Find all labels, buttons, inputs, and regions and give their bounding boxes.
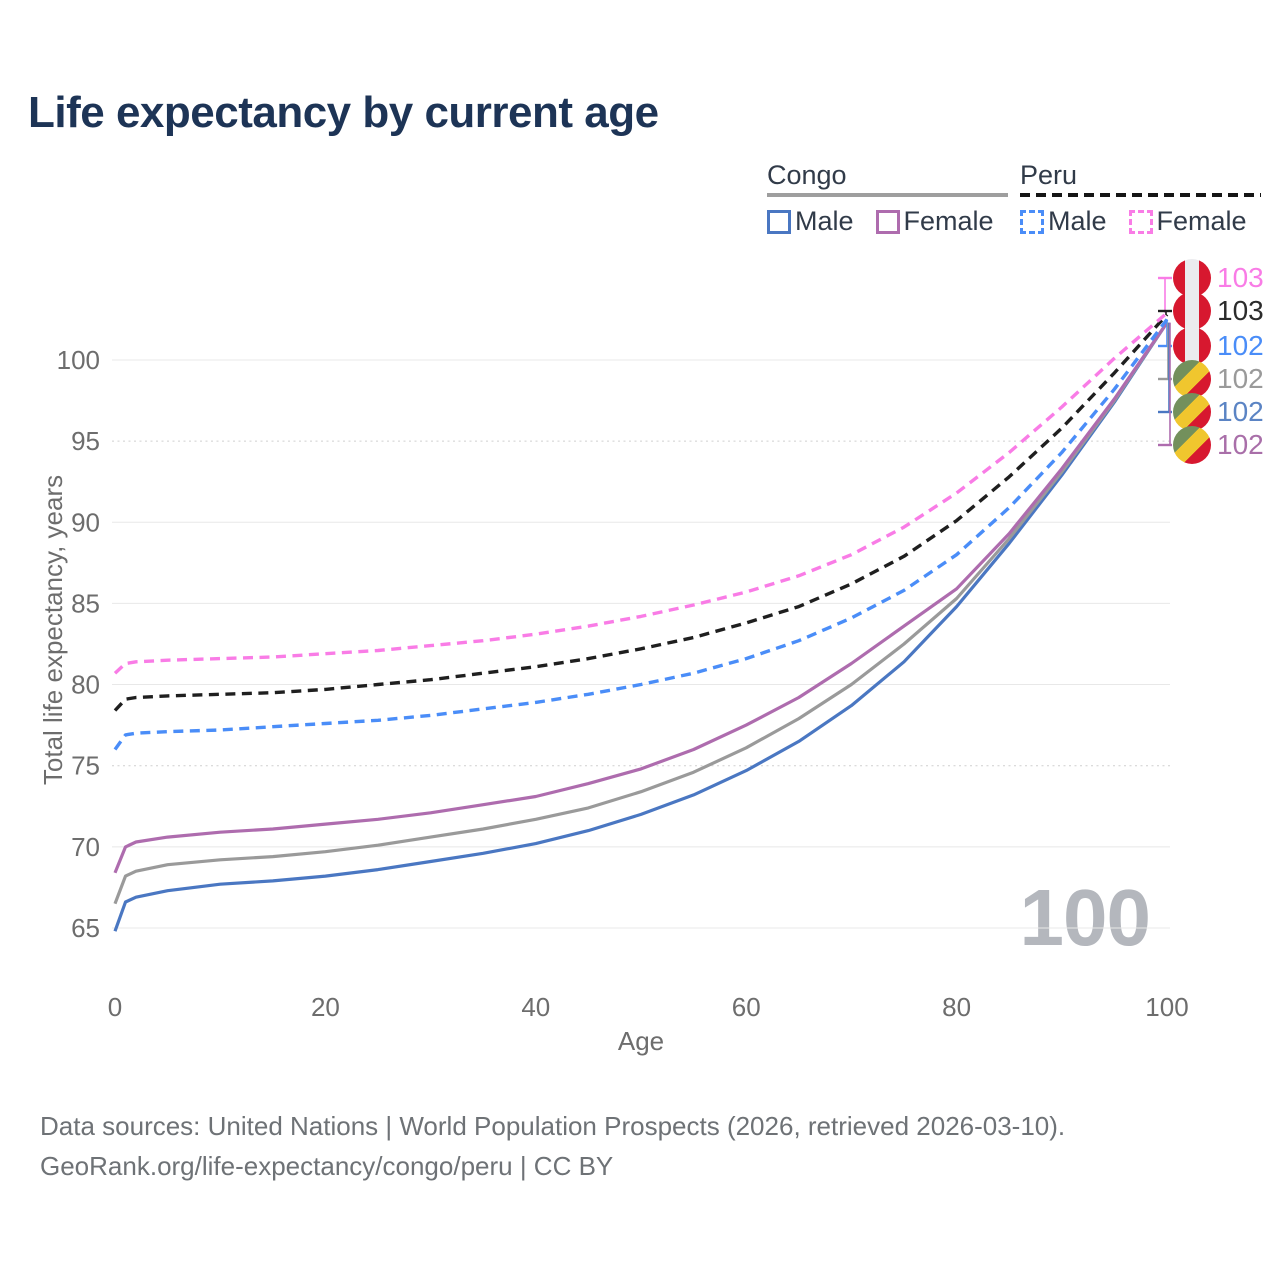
end-value: 102 [1217,429,1264,460]
y-tick-90: 90 [71,507,100,537]
congo-male-swatch-icon [767,209,791,234]
peru-flag-icon [1173,327,1211,365]
congo-line-style-sample [767,193,1008,197]
x-tick-80: 80 [942,992,971,1022]
peru-flag-icon [1173,292,1211,330]
x-axis-title: Age [618,1026,664,1056]
end-label-congo-female: 102 [1173,426,1264,464]
legend-peru-female[interactable]: Female [1128,206,1247,237]
legend-congo-female[interactable]: Female [875,206,994,237]
legend-congo-label[interactable]: Congo [767,160,847,190]
series-line-peru-female[interactable] [113,311,1169,675]
end-label-peru-male: 102 [1173,327,1264,365]
end-value: 103 [1217,262,1264,293]
legend-peru-female-label: Female [1156,206,1247,236]
y-tick-95: 95 [71,426,100,456]
end-label-congo: 102 [1173,360,1264,398]
legend-peru-male-label: Male [1048,206,1107,236]
x-tick-0: 0 [108,992,122,1022]
series-line-peru-male[interactable] [113,318,1169,751]
x-tick-60: 60 [732,992,761,1022]
legend-peru-male[interactable]: Male [1020,206,1107,237]
end-label-peru-female: 103 [1173,259,1264,297]
legend-group-congo: Congo Male Female [767,160,1008,237]
congo-flag-icon [1173,393,1211,431]
peru-line-style-sample [1020,193,1261,197]
y-tick-75: 75 [71,751,100,781]
legend-congo-male-label: Male [795,206,854,236]
data-sources-line: Data sources: United Nations | World Pop… [40,1111,1066,1141]
congo-flag-icon [1173,426,1211,464]
series-line-congo[interactable] [113,321,1169,905]
hover-age-watermark: 100 [1019,873,1151,962]
series-line-congo-male[interactable] [113,321,1169,932]
legend-group-peru: Peru Male Female [1020,160,1261,237]
peru-male-swatch-icon [1020,209,1044,234]
congo-female-swatch-icon [875,209,900,234]
legend-congo-female-label: Female [903,206,994,236]
y-axis-title: Total life expectancy, years [38,475,68,785]
peru-female-swatch-icon [1128,209,1153,234]
footer: Data sources: United Nations | World Pop… [40,1106,1065,1186]
y-tick-70: 70 [71,832,100,862]
end-value: 102 [1217,363,1264,394]
end-value: 102 [1217,396,1264,427]
attribution-line: GeoRank.org/life-expectancy/congo/peru |… [40,1151,614,1181]
end-value: 102 [1217,330,1264,361]
x-tick-20: 20 [311,992,340,1022]
x-tick-40: 40 [521,992,550,1022]
y-tick-85: 85 [71,588,100,618]
y-tick-100: 100 [57,345,100,375]
end-label-peru: 103 [1173,292,1264,330]
end-label-congo-male: 102 [1173,393,1264,431]
series-line-congo-female[interactable] [113,321,1169,874]
end-value: 103 [1217,295,1264,326]
series-line-peru[interactable] [113,313,1169,712]
x-tick-100: 100 [1145,992,1188,1022]
congo-flag-icon [1173,360,1211,398]
legend-peru-label[interactable]: Peru [1020,160,1078,190]
legend-congo-male[interactable]: Male [767,206,854,237]
chart-title: Life expectancy by current age [28,88,659,137]
y-tick-65: 65 [71,913,100,943]
y-tick-80: 80 [71,670,100,700]
peru-flag-icon [1173,259,1211,297]
